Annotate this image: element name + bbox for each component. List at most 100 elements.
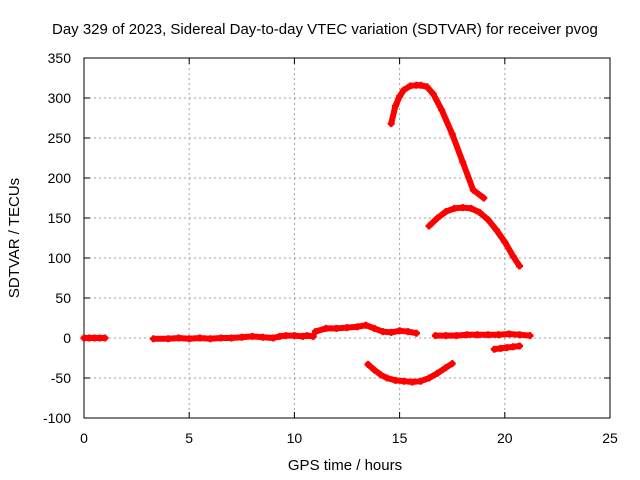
data-point (196, 334, 204, 342)
data-point (476, 208, 484, 216)
data-point (484, 216, 492, 224)
chart-title: Day 329 of 2023, Sidereal Day-to-day VTE… (52, 21, 598, 38)
data-point (448, 130, 456, 138)
x-tick-label: 0 (80, 430, 88, 446)
series-arc-8 (490, 342, 524, 353)
data-point (379, 328, 387, 336)
data-point (425, 374, 433, 382)
data-point (516, 262, 524, 270)
data-point (362, 321, 370, 329)
y-axis-title: SDTVAR / TECUs (6, 178, 23, 298)
data-point (490, 345, 498, 353)
data-point (429, 90, 437, 98)
data-point (459, 158, 467, 166)
data-point (473, 331, 481, 339)
data-point (526, 332, 534, 340)
y-tick-label: 350 (48, 50, 72, 66)
x-tick-label: 10 (287, 430, 303, 446)
series-arc-7 (431, 330, 534, 340)
data-point (433, 214, 441, 222)
series-arc-6 (364, 360, 456, 386)
data-point (354, 323, 362, 331)
grid-lines (84, 58, 610, 418)
data-point (467, 204, 475, 212)
axis-ticks (83, 57, 611, 419)
x-tick-label: 15 (392, 430, 408, 446)
data-point (185, 335, 193, 343)
data-point (309, 332, 317, 340)
data-point (387, 328, 395, 336)
data-point (494, 331, 502, 339)
data-point (503, 344, 511, 352)
data-points (80, 81, 534, 386)
data-point (227, 334, 235, 342)
data-point (400, 377, 408, 385)
data-point (442, 208, 450, 216)
data-point (332, 324, 340, 332)
series-trace (426, 204, 523, 269)
x-tick-label: 20 (497, 430, 513, 446)
data-point (417, 377, 425, 385)
data-point (509, 343, 517, 351)
y-tick-label: 250 (48, 130, 72, 146)
series-arc-3 (311, 321, 420, 337)
y-tick-label: -50 (51, 370, 71, 386)
data-point (238, 333, 246, 341)
data-point (450, 204, 458, 212)
data-point (164, 335, 172, 343)
data-point (290, 332, 298, 340)
data-point (448, 360, 456, 368)
data-point (425, 222, 433, 230)
y-tick-label: 100 (48, 250, 72, 266)
y-tick-label: -100 (43, 410, 71, 426)
data-point (404, 328, 412, 336)
data-point (175, 334, 183, 342)
data-point (516, 331, 524, 339)
data-point (431, 332, 439, 340)
series-trace (388, 82, 487, 201)
data-point (412, 329, 420, 337)
data-point (364, 360, 372, 368)
data-point (417, 81, 425, 89)
y-tick-label: 0 (63, 330, 71, 346)
data-point (322, 324, 330, 332)
data-point (248, 332, 256, 340)
data-point (101, 334, 109, 342)
data-point (509, 252, 517, 260)
data-point (259, 333, 267, 341)
data-point (370, 366, 378, 374)
data-point (423, 83, 431, 91)
series-arc-4 (387, 81, 488, 202)
data-point (516, 342, 524, 350)
y-tick-label: 200 (48, 170, 72, 186)
data-point (433, 369, 441, 377)
data-point (452, 332, 460, 340)
data-point (442, 332, 450, 340)
data-point (406, 82, 414, 90)
series-trace (432, 331, 533, 339)
data-point (282, 332, 290, 340)
data-point (149, 335, 157, 343)
data-point (469, 186, 477, 194)
y-tick-label: 50 (55, 290, 71, 306)
data-point (370, 324, 378, 332)
data-point (217, 334, 225, 342)
series-arc-5 (425, 204, 524, 270)
tick-labels: 0 5 10 15 20 25 -100 -50 0 50 100 150 200 250 300 350 (43, 50, 618, 446)
data-point (383, 374, 391, 382)
data-point (505, 330, 513, 338)
y-tick-label: 300 (48, 90, 72, 106)
data-point (484, 331, 492, 339)
data-point (480, 194, 488, 202)
data-point (206, 335, 214, 343)
data-point (391, 102, 399, 110)
x-tick-label: 25 (602, 430, 618, 446)
y-tick-label: 150 (48, 210, 72, 226)
data-point (311, 328, 319, 336)
data-point (400, 86, 408, 94)
data-point (343, 324, 351, 332)
data-point (442, 364, 450, 372)
data-point (459, 204, 467, 212)
data-point (497, 344, 505, 352)
